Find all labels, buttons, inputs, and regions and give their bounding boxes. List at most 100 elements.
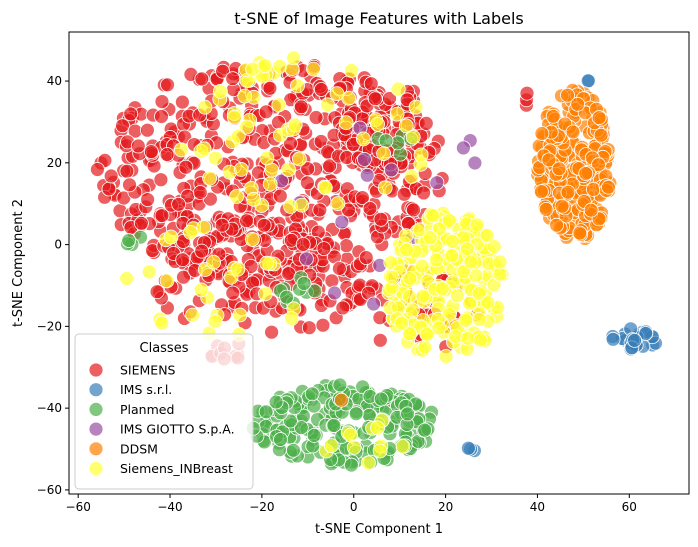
scatter-point: [119, 271, 135, 286]
chart-title: t-SNE of Image Features with Labels: [234, 9, 523, 28]
scatter-point: [312, 202, 328, 218]
scatter-point: [304, 386, 320, 402]
scatter-point: [306, 398, 322, 414]
scatter-point: [348, 406, 364, 422]
scatter-point: [258, 104, 274, 120]
scatter-point: [141, 264, 157, 280]
scatter-point: [324, 273, 340, 289]
y-tick-label: 0: [54, 238, 62, 252]
scatter-point: [404, 169, 420, 184]
scatter-point: [202, 170, 218, 186]
scatter-point: [373, 391, 389, 407]
scatter-point: [363, 76, 379, 92]
scatter-point: [196, 141, 212, 157]
scatter-point: [282, 413, 298, 429]
legend-marker: [88, 362, 104, 378]
scatter-point: [149, 284, 165, 300]
scatter-point: [471, 311, 487, 327]
scatter-point: [154, 94, 170, 109]
scatter-point: [354, 190, 370, 206]
scatter-point: [301, 320, 317, 336]
scatter-point: [230, 128, 246, 144]
scatter-point: [291, 151, 307, 167]
scatter-point: [233, 161, 249, 177]
scatter-point: [229, 189, 245, 204]
legend-label: IMS GIOTTO S.p.A.: [120, 422, 235, 437]
scatter-point: [580, 73, 596, 89]
scatter-point: [390, 81, 406, 97]
scatter-point: [538, 201, 554, 217]
scatter-point: [429, 175, 445, 191]
scatter-point: [455, 140, 471, 156]
scatter-point: [194, 71, 210, 87]
scatter-point: [549, 217, 564, 233]
legend-label: Planmed: [120, 402, 174, 417]
y-axis-ticks: −60 −40 −20 0 20 40: [37, 74, 69, 497]
scatter-point: [160, 77, 175, 93]
x-tick-label: 0: [350, 500, 358, 514]
scatter-point: [122, 177, 137, 193]
x-tick-label: 60: [622, 500, 637, 514]
legend-title: Classes: [140, 341, 189, 356]
plot-frame: [68, 31, 690, 495]
scatter-point: [344, 63, 359, 78]
legend-label: IMS s.r.l.: [120, 382, 172, 397]
scatter-point: [418, 116, 434, 131]
y-tick-label: 20: [47, 156, 62, 170]
legend-marker: [88, 401, 104, 417]
scatter-point: [293, 99, 309, 115]
scatter-point: [431, 320, 447, 336]
scatter-point: [383, 162, 399, 178]
scatter-point: [406, 202, 421, 218]
scatter-point: [469, 217, 485, 233]
scatter-point: [422, 230, 438, 246]
scatter-point: [299, 175, 315, 191]
scatter-point: [554, 198, 570, 214]
legend-marker: [88, 461, 104, 476]
scatter-point: [416, 185, 432, 201]
scatter-point: [462, 295, 478, 311]
scatter-point: [591, 157, 606, 173]
scatter-point: [192, 185, 208, 200]
scatter-point: [394, 315, 410, 331]
scatter-point: [264, 324, 280, 340]
scatter-point: [560, 184, 576, 200]
scatter-point: [296, 275, 312, 291]
scatter-point: [206, 254, 222, 270]
legend-marker: [88, 421, 104, 437]
scatter-point: [428, 252, 444, 268]
scatter-point: [306, 427, 322, 443]
scatter-point: [358, 250, 374, 266]
scatter-point: [343, 457, 359, 473]
scatter-point: [159, 273, 175, 289]
x-tick-label: 40: [530, 500, 545, 514]
scatter-point: [460, 330, 476, 346]
scatter-point: [330, 196, 346, 212]
scatter-point: [225, 285, 241, 301]
x-axis-ticks: −60 −40 −20 0 20 40 60: [66, 494, 637, 514]
scatter-point: [360, 455, 376, 471]
scatter-point: [133, 215, 149, 231]
scatter-point: [401, 288, 417, 304]
scatter-point: [399, 242, 414, 258]
scatter-point: [551, 161, 567, 177]
scatter-point: [290, 78, 305, 94]
scatter-point: [545, 108, 561, 124]
x-axis-label: t-SNE Component 1: [315, 522, 443, 537]
scatter-point: [239, 213, 255, 229]
scatter-point: [467, 155, 483, 171]
scatter-point: [459, 241, 475, 257]
scatter-point: [534, 126, 550, 141]
scatter-point: [402, 326, 418, 342]
scatter-point: [444, 248, 460, 264]
scatter-point: [519, 85, 535, 101]
scatter-points: [90, 50, 663, 473]
scatter-point: [425, 208, 441, 224]
scatter-point: [560, 87, 575, 103]
legend-marker: [88, 441, 104, 457]
scatter-point: [286, 50, 302, 66]
scatter-point: [268, 394, 284, 410]
legend-label: SIEMENS: [120, 363, 176, 378]
scatter-point: [338, 115, 354, 131]
